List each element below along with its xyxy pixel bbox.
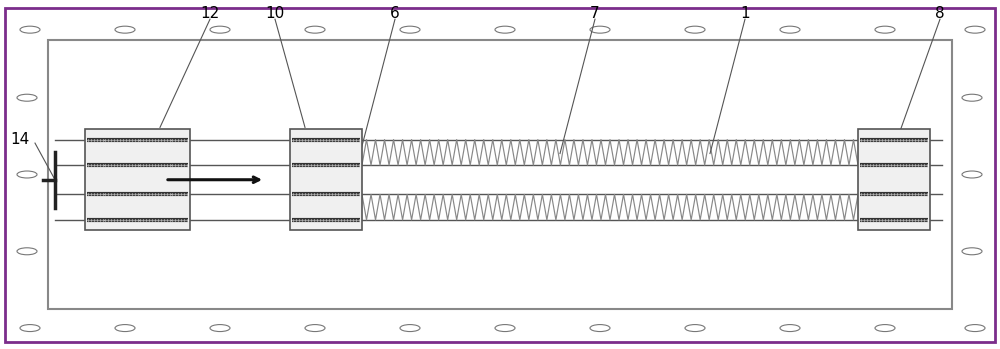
Text: 10: 10 xyxy=(265,7,285,21)
Text: 8: 8 xyxy=(935,7,945,21)
Text: 1: 1 xyxy=(740,7,750,21)
Bar xyxy=(290,129,362,230)
Bar xyxy=(858,129,930,230)
Text: 7: 7 xyxy=(590,7,600,21)
Bar xyxy=(48,40,952,309)
Text: 12: 12 xyxy=(200,7,220,21)
Text: 6: 6 xyxy=(390,7,400,21)
Bar xyxy=(85,129,190,230)
Text: 14: 14 xyxy=(10,132,30,147)
